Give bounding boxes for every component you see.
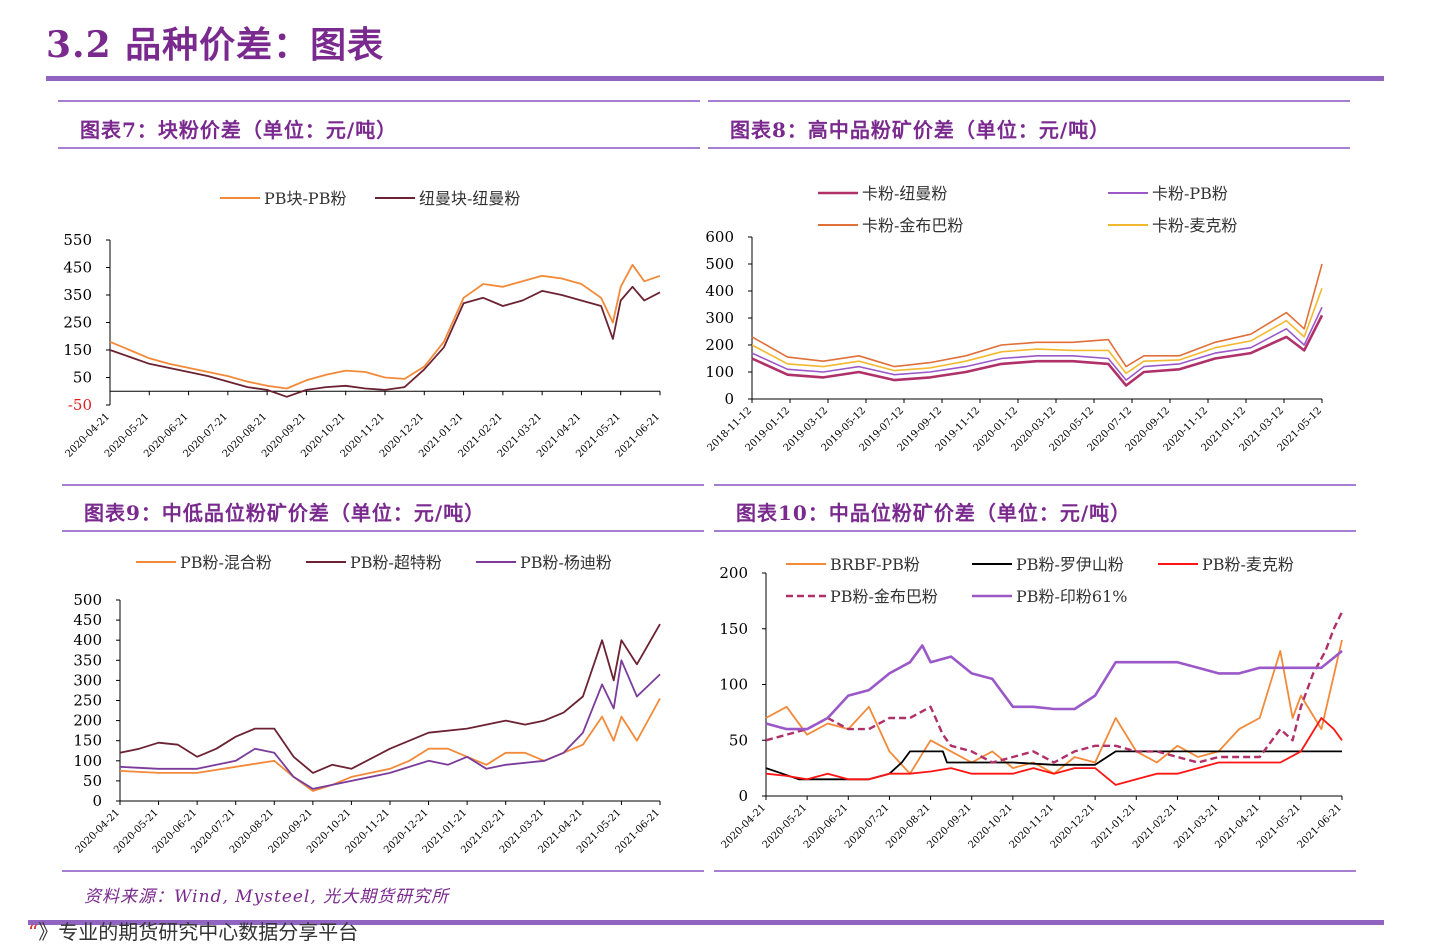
y-tick-label: 200 [719, 564, 748, 582]
source-note: 资料来源：Wind, Mysteel, 光大期货研究所 [84, 887, 450, 907]
y-tick-label: 400 [73, 631, 102, 649]
y-tick-label: 550 [63, 231, 92, 249]
footer-text: 》专业的期货研究中心数据分享平台 [38, 920, 359, 944]
y-tick-label: 250 [73, 692, 102, 710]
legend-label-s1: BRBF-PB粉 [830, 555, 920, 574]
chart-low-mid-grade-spread: 0501001502002503003504004505002020-04-21… [73, 553, 662, 856]
y-tick-label: 500 [705, 255, 734, 273]
series-line-s1 [119, 698, 661, 792]
y-tick-label: 100 [719, 676, 748, 694]
panel-title-c10: 图表10：中品位粉矿价差（单位：元/吨） [736, 501, 1132, 525]
footer-highlight: “ [28, 920, 39, 944]
panel-top-rule [708, 100, 1350, 102]
panel-top-rule [714, 484, 1356, 486]
y-tick-label: 150 [63, 341, 92, 359]
series-line-s4 [751, 288, 1323, 375]
y-tick-label: 50 [83, 772, 102, 790]
y-tick-label: 200 [73, 712, 102, 730]
chart-high-mid-grade-spread: 01002003004005006002018-11-122019-01-122… [705, 184, 1324, 454]
y-tick-label: 350 [73, 651, 102, 669]
panel-title-rule [58, 147, 700, 149]
y-tick-label: 200 [705, 336, 734, 354]
y-tick-label: 50 [73, 369, 92, 387]
legend-label-s4: 卡粉-麦克粉 [1152, 216, 1237, 235]
series-line-s1 [765, 639, 1343, 775]
footer-watermark: “》专业的期货研究中心数据分享平台 [28, 916, 358, 945]
legend-label-s2: 纽曼块-纽曼粉 [419, 189, 520, 208]
series-line-s3 [765, 717, 1343, 786]
y-tick-label: 250 [63, 314, 92, 332]
series-line-s4 [765, 611, 1344, 764]
panel-bottom-rule [714, 870, 1356, 872]
legend-label-s2: PB粉-超特粉 [350, 553, 442, 572]
panel-title-rule [708, 147, 1350, 149]
series-line-s5 [765, 644, 1343, 731]
y-tick-label: 600 [705, 228, 734, 246]
y-tick-label: 100 [705, 363, 734, 381]
y-tick-label: 400 [705, 282, 734, 300]
series-line-s3 [751, 263, 1323, 368]
y-tick-label: 50 [729, 731, 748, 749]
y-tick-label: 0 [738, 787, 748, 805]
series-line-s3 [119, 659, 661, 790]
legend-label-s1: 卡粉-纽曼粉 [862, 184, 947, 203]
panel-title-rule [62, 530, 704, 532]
panel-title-rule [714, 530, 1356, 532]
legend-label-s3: 卡粉-金布巴粉 [862, 216, 963, 235]
series-line-s2 [119, 623, 661, 774]
y-tick-label: 500 [73, 591, 102, 609]
panel-title-c8: 图表8：高中品粉矿价差（单位：元/吨） [730, 118, 1111, 142]
panel-top-rule [58, 100, 700, 102]
legend-label-s1: PB块-PB粉 [264, 189, 346, 208]
series-line-s2 [109, 285, 661, 398]
legend-label-s2: PB粉-罗伊山粉 [1016, 555, 1124, 574]
panel-bottom-rule [62, 870, 704, 872]
legend-label-s3: PB粉-杨迪粉 [520, 553, 612, 572]
legend-label-s5: PB粉-印粉61% [1016, 587, 1128, 606]
x-tick-label: 2021-06-21 [1296, 802, 1345, 851]
legend-label-s4: PB粉-金布巴粉 [830, 587, 938, 606]
legend-label-s1: PB粉-混合粉 [180, 553, 272, 572]
y-tick-label: 300 [705, 309, 734, 327]
y-tick-label: 100 [73, 752, 102, 770]
title-rule [46, 76, 1384, 81]
panel-title-c9: 图表9：中低品位粉矿价差（单位：元/吨） [84, 501, 486, 525]
panel-top-rule [62, 484, 704, 486]
legend-label-s2: 卡粉-PB粉 [1152, 184, 1228, 203]
panel-title-c7: 图表7：块粉价差（单位：元/吨） [80, 118, 398, 142]
series-line-s2 [751, 306, 1323, 381]
series-line-s1 [109, 263, 661, 390]
page-title: 3.2 品种价差：图表 [46, 24, 385, 66]
y-tick-label: 450 [73, 611, 102, 629]
y-tick-label: 300 [73, 671, 102, 689]
chart-block-price-spread: -50501502503504505502020-04-212020-05-21… [63, 189, 662, 460]
y-tick-label: 150 [73, 732, 102, 750]
y-tick-label: -50 [68, 396, 92, 414]
y-tick-label: 450 [63, 259, 92, 277]
y-tick-label: 350 [63, 286, 92, 304]
series-line-s1 [751, 314, 1324, 387]
series-line-s2 [765, 750, 1342, 781]
y-tick-label: 150 [719, 620, 748, 638]
y-tick-label: 0 [724, 390, 734, 408]
y-tick-label: 0 [92, 792, 102, 810]
bottom-rule [28, 920, 1384, 925]
chart-mid-grade-spread: 0501001502002020-04-212020-05-212020-06-… [719, 555, 1345, 851]
legend-label-s3: PB粉-麦克粉 [1202, 555, 1294, 574]
